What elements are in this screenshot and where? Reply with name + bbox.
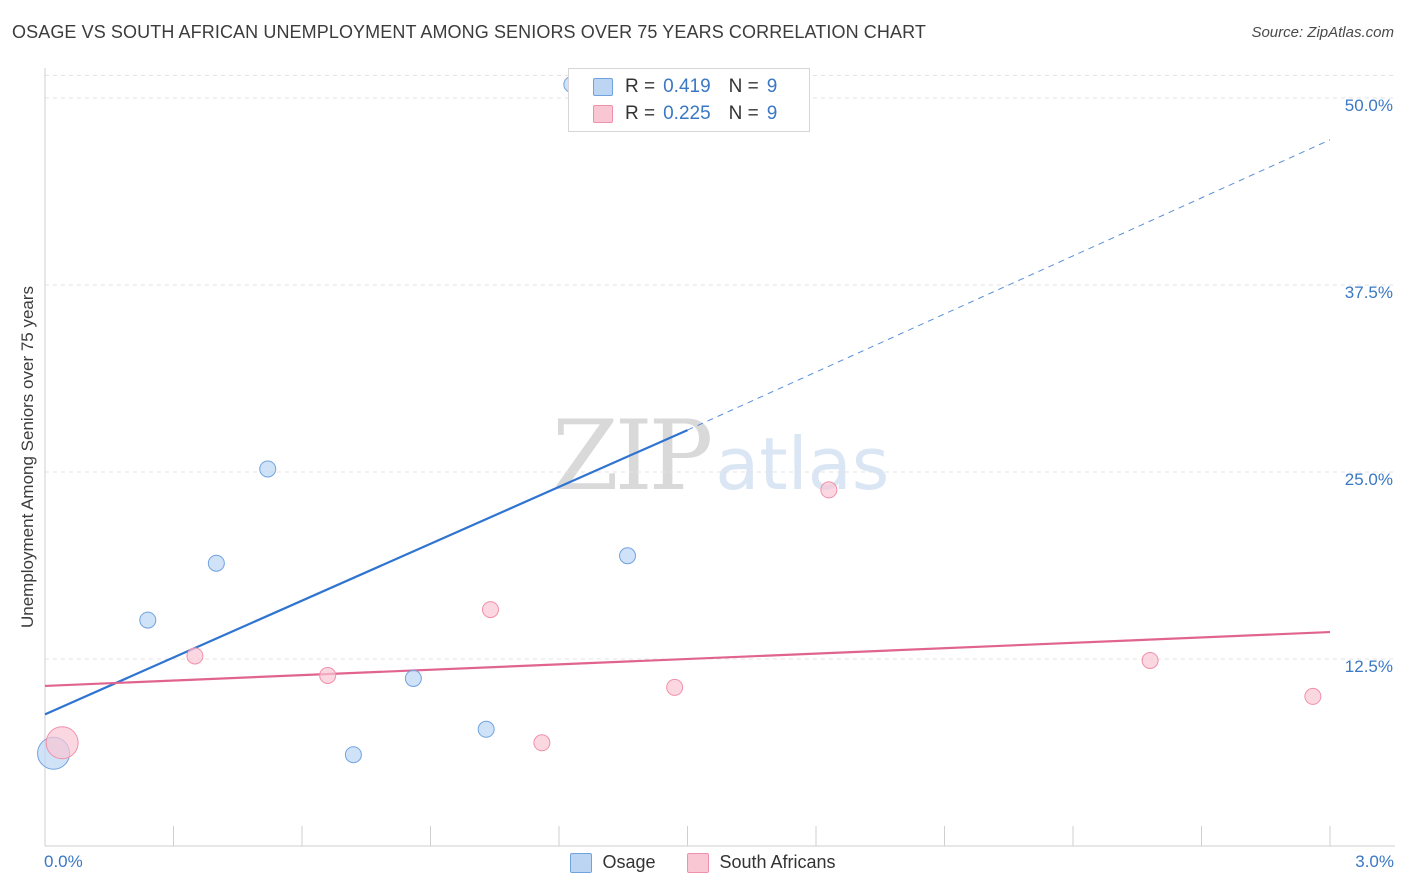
south-africans-n-value: 9 bbox=[766, 103, 778, 124]
osage-r-label: R = bbox=[625, 76, 656, 97]
y-tick-label-1: 25.0% bbox=[1344, 469, 1393, 489]
legend-item-osage[interactable]: Osage bbox=[570, 852, 655, 873]
south-africans-r-label: R = bbox=[625, 103, 656, 124]
point-osage-2 bbox=[207, 554, 225, 572]
correlation-legend: R = 0.419 N = 9 R = 0.225 N = 9 bbox=[568, 68, 810, 132]
trend-line-1 bbox=[44, 630, 1331, 688]
osage-n-value: 9 bbox=[766, 76, 778, 97]
osage-legend-label: Osage bbox=[602, 852, 656, 872]
osage-n-label: N = bbox=[728, 76, 759, 97]
point-south-africans-5 bbox=[666, 678, 684, 696]
series-legend: Osage South Africans bbox=[0, 852, 1406, 873]
point-osage-3 bbox=[259, 460, 277, 478]
south-africans-n-label: N = bbox=[728, 103, 759, 124]
osage-r-value: 0.419 bbox=[663, 76, 711, 97]
south-africans-swatch bbox=[593, 105, 613, 123]
point-osage-1 bbox=[139, 611, 157, 629]
y-tick-label-0: 12.5% bbox=[1344, 656, 1393, 676]
legend-row-south-africans: R = 0.225 N = 9 bbox=[593, 103, 777, 125]
point-osage-5 bbox=[404, 669, 422, 687]
point-south-africans-1 bbox=[186, 647, 204, 665]
point-osage-4 bbox=[344, 746, 362, 764]
south-africans-legend-swatch bbox=[687, 852, 710, 873]
x-axis-max-label: 3.0% bbox=[1355, 852, 1394, 871]
trend-line-0 bbox=[44, 429, 688, 716]
point-south-africans-0 bbox=[45, 726, 79, 760]
south-africans-legend-label: South Africans bbox=[719, 852, 836, 872]
y-tick-label-2: 37.5% bbox=[1344, 282, 1393, 302]
point-south-africans-4 bbox=[533, 734, 551, 752]
y-tick-label-3: 50.0% bbox=[1344, 95, 1393, 115]
point-south-africans-7 bbox=[1141, 651, 1159, 669]
legend-item-south-africans[interactable]: South Africans bbox=[687, 852, 836, 873]
point-south-africans-2 bbox=[319, 666, 337, 684]
x-axis-min-label: 0.0% bbox=[44, 852, 83, 871]
point-osage-8 bbox=[619, 547, 637, 565]
point-south-africans-8 bbox=[1304, 687, 1322, 705]
osage-legend-swatch bbox=[570, 852, 593, 873]
point-osage-6 bbox=[477, 720, 495, 738]
chart-title: OSAGE VS SOUTH AFRICAN UNEMPLOYMENT AMON… bbox=[12, 22, 926, 42]
source-label: Source: ZipAtlas.com bbox=[1251, 24, 1394, 41]
point-south-africans-3 bbox=[481, 601, 499, 619]
y-axis-label: Unemployment Among Seniors over 75 years bbox=[18, 285, 37, 629]
legend-row-osage: R = 0.419 N = 9 bbox=[593, 76, 777, 98]
osage-swatch bbox=[593, 78, 613, 96]
point-south-africans-6 bbox=[820, 481, 838, 499]
trend-line-extension-0 bbox=[687, 139, 1331, 431]
south-africans-r-value: 0.225 bbox=[663, 103, 711, 124]
